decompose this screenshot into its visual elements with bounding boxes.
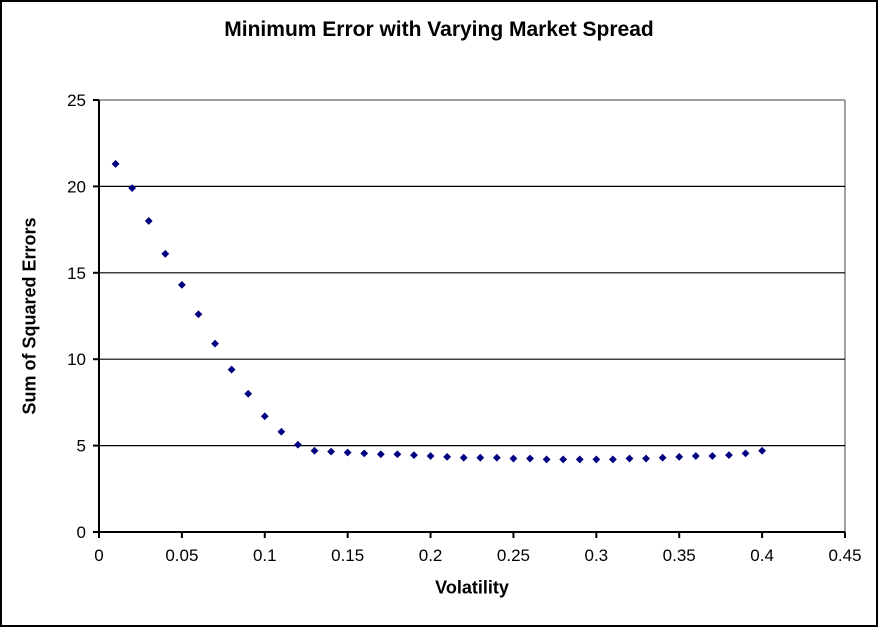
data-point <box>459 453 468 462</box>
data-point <box>741 449 750 458</box>
data-point <box>111 160 120 168</box>
x-tick-label: 0.1 <box>253 546 277 565</box>
chart-title: Minimum Error with Varying Market Spread <box>224 18 654 41</box>
y-tick-label: 15 <box>67 264 86 283</box>
data-point <box>360 449 369 458</box>
data-point <box>542 455 551 464</box>
data-point <box>526 454 534 463</box>
y-tick-label: 25 <box>67 91 86 110</box>
data-point <box>426 452 435 460</box>
data-point <box>327 447 335 456</box>
y-tick-label: 20 <box>67 177 86 196</box>
data-point <box>161 249 170 258</box>
data-point <box>211 339 219 348</box>
data-point <box>575 455 584 464</box>
data-point <box>177 280 186 289</box>
data-point <box>144 217 153 225</box>
data-point <box>592 455 601 464</box>
data-point <box>310 446 319 455</box>
x-tick-label: 0.3 <box>585 546 609 565</box>
data-point <box>244 389 253 398</box>
y-tick-label: 0 <box>77 523 86 542</box>
y-tick-label: 10 <box>67 350 86 369</box>
x-tick-label: 0.25 <box>497 546 530 565</box>
data-point <box>609 455 617 464</box>
x-tick-label: 0.15 <box>331 546 364 565</box>
data-point <box>194 310 203 319</box>
y-tick-label: 5 <box>77 437 86 456</box>
data-point <box>376 450 385 459</box>
data-point <box>443 452 452 461</box>
data-point <box>725 451 733 460</box>
data-point <box>393 450 402 459</box>
data-point <box>708 452 717 460</box>
x-tick-label: 0.05 <box>165 546 198 565</box>
data-point <box>758 446 767 455</box>
data-point <box>294 440 302 449</box>
data-point <box>227 365 236 374</box>
data-point <box>509 454 518 463</box>
data-point <box>260 412 269 421</box>
data-point <box>277 427 286 436</box>
x-tick-label: 0.2 <box>419 546 443 565</box>
data-point <box>642 454 650 463</box>
x-tick-label: 0.4 <box>750 546 774 565</box>
x-axis-title: Volatility <box>435 577 509 598</box>
data-point <box>343 448 352 457</box>
data-point <box>492 453 501 462</box>
data-point <box>410 451 418 460</box>
data-point <box>559 455 568 464</box>
x-tick-label: 0 <box>94 546 103 565</box>
data-point <box>675 452 684 461</box>
data-point <box>476 453 485 462</box>
data-point <box>691 452 700 460</box>
data-point <box>128 184 137 193</box>
x-tick-label: 0.45 <box>828 546 861 565</box>
data-point <box>658 453 667 462</box>
data-point <box>625 454 634 463</box>
x-tick-label: 0.35 <box>663 546 696 565</box>
